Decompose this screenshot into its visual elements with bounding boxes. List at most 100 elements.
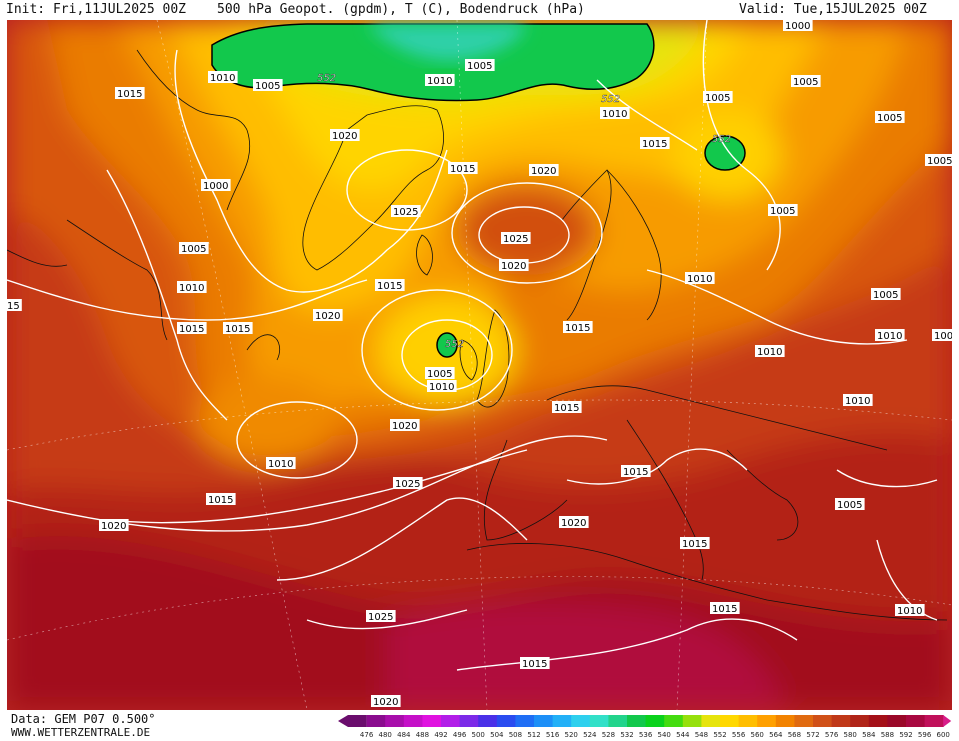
color-scale-swatch bbox=[850, 715, 870, 727]
color-scale-tick-label: 580 bbox=[843, 731, 857, 739]
isobar-label-text: 1020 bbox=[373, 697, 398, 708]
color-scale-swatch bbox=[664, 715, 684, 727]
isobar-label-text: 1015 bbox=[208, 495, 233, 506]
isobar-label-text: 1010 bbox=[429, 382, 454, 393]
color-scale-swatch bbox=[534, 715, 554, 727]
color-scale-swatch bbox=[366, 715, 386, 727]
color-scale-swatch bbox=[403, 715, 423, 727]
isobar-label-text: 1025 bbox=[503, 234, 528, 245]
isobar-label: 1010 bbox=[427, 380, 457, 393]
isobar-label-text: 1005 bbox=[770, 206, 795, 217]
color-scale-tick-label: 552 bbox=[713, 731, 727, 739]
color-scale-swatch bbox=[775, 715, 795, 727]
isobar-label: 1005 bbox=[179, 242, 209, 255]
color-scale-tick-label: 508 bbox=[508, 731, 523, 739]
color-scale-tick-label: 520 bbox=[564, 731, 578, 739]
color-scale-tick-label: 488 bbox=[415, 731, 430, 739]
isobar-label-text: 1020 bbox=[101, 521, 126, 532]
color-scale-swatch bbox=[608, 715, 628, 727]
isobar-label: 1020 bbox=[529, 164, 559, 177]
color-scale-tick-label: 492 bbox=[434, 731, 448, 739]
color-scale-tick-label: 540 bbox=[657, 731, 671, 739]
color-scale-swatch bbox=[422, 715, 442, 727]
isobar-label: 1025 bbox=[393, 477, 423, 490]
isobar-label-text: 1010 bbox=[687, 274, 712, 285]
isobar-label-text: 1005 bbox=[877, 113, 902, 124]
color-scale-tick-label: 556 bbox=[731, 731, 746, 739]
isobars bbox=[7, 20, 938, 671]
color-scale-swatch bbox=[943, 715, 952, 727]
isobar-label: 1010 bbox=[895, 604, 925, 617]
color-scale-tick-label: 592 bbox=[899, 731, 913, 739]
color-scale-swatch bbox=[757, 715, 777, 727]
color-scale-tick-label: 528 bbox=[601, 731, 616, 739]
color-scale-tick-label: 548 bbox=[694, 731, 709, 739]
isobar-label: 15 bbox=[7, 299, 22, 312]
graticule bbox=[7, 20, 952, 710]
color-scale-swatch bbox=[924, 715, 944, 727]
isobar-label: 1015 bbox=[177, 322, 207, 335]
isobar-label-text: 1015 bbox=[712, 604, 737, 615]
isobar-label: 1000 bbox=[201, 179, 231, 192]
color-scale-tick-label: 600 bbox=[936, 731, 950, 739]
isobar-label-text: 1010 bbox=[757, 347, 782, 358]
color-scale-swatch bbox=[441, 715, 461, 727]
isobar-label-text: 1010 bbox=[602, 109, 627, 120]
isobar-label: 1005 bbox=[425, 367, 455, 380]
isobar-label: 1005 bbox=[791, 75, 821, 88]
weather-map: 1015 1010 1005 1010 1005 1000 1005 1005 1010 1015… bbox=[7, 20, 952, 710]
isobar-label-text: 1010 bbox=[845, 396, 870, 407]
isobar-label: 1005 bbox=[875, 111, 905, 124]
isobar-labels: 1015 1010 1005 1010 1005 1000 1005 1005 1010 1015… bbox=[7, 20, 952, 708]
isobar-label-text: 1005 bbox=[793, 77, 818, 88]
isobar-label: 1025 bbox=[501, 232, 531, 245]
color-scale-swatch bbox=[682, 715, 702, 727]
geopotential-label: 552 bbox=[445, 339, 464, 350]
isobar-label: 1020 bbox=[313, 309, 343, 322]
color-scale-tick-label: 560 bbox=[750, 731, 764, 739]
isobar-label: 1015 bbox=[375, 279, 405, 292]
isobar-label-text: 1015 bbox=[554, 403, 579, 414]
isobar-label: 1020 bbox=[390, 419, 420, 432]
isobar-label-text: 1015 bbox=[682, 539, 707, 550]
isobar-label-text: 1020 bbox=[332, 131, 357, 142]
color-scale-tick-label: 576 bbox=[824, 731, 839, 739]
isobar-label: 1005 bbox=[465, 59, 495, 72]
color-scale-swatch bbox=[794, 715, 814, 727]
color-scale-tick-label: 564 bbox=[769, 731, 783, 739]
geopotential-label: 552 bbox=[601, 94, 620, 105]
isobar-label-text: 1015 bbox=[450, 164, 475, 175]
isobar-label-text: 1025 bbox=[368, 612, 393, 623]
isobar-label-text: 1015 bbox=[225, 324, 250, 335]
isobar-label: 1010 bbox=[875, 329, 905, 342]
isobar-label-text: 1000 bbox=[203, 181, 228, 192]
isobar-label-text: 1000 bbox=[785, 21, 810, 32]
isobar-label: 1020 bbox=[499, 259, 529, 272]
isobar-label: 1005 bbox=[768, 204, 798, 217]
isobar-label: 1020 bbox=[330, 129, 360, 142]
isobar-label: 1015 bbox=[710, 602, 740, 615]
color-scale-tick-label: 568 bbox=[787, 731, 802, 739]
isobar-label-text: 1025 bbox=[393, 207, 418, 218]
color-scale-swatch bbox=[701, 715, 721, 727]
isobar-label-text: 1015 bbox=[623, 467, 648, 478]
color-scale-tick-label: 536 bbox=[638, 731, 653, 739]
isobar-label: 1000 bbox=[783, 20, 813, 32]
isobar-label: 1015 bbox=[552, 401, 582, 414]
isobar-label-text: 1020 bbox=[531, 166, 556, 177]
isobar-label: 1025 bbox=[391, 205, 421, 218]
color-scale-swatch bbox=[515, 715, 535, 727]
map-canvas: 1015 1010 1005 1010 1005 1000 1005 1005 1010 1015… bbox=[7, 20, 952, 710]
isobar-label: 1005 bbox=[835, 498, 865, 511]
isobar-label: 1010 bbox=[208, 71, 238, 84]
isobar-label-text: 1010 bbox=[268, 459, 293, 470]
color-scale-swatch bbox=[627, 715, 647, 727]
isobar-label: 1010 bbox=[755, 345, 785, 358]
isobar-label: 1020 bbox=[371, 695, 401, 708]
isobar-label-text: 1015 bbox=[377, 281, 402, 292]
color-scale-tick-label: 476 bbox=[359, 731, 374, 739]
isobar-label-text: 1005 bbox=[255, 81, 280, 92]
init-time: Init: Fri,11JUL2025 00Z bbox=[6, 2, 187, 17]
isobar-label: 100 bbox=[932, 329, 952, 342]
color-scale-swatch bbox=[738, 715, 758, 727]
